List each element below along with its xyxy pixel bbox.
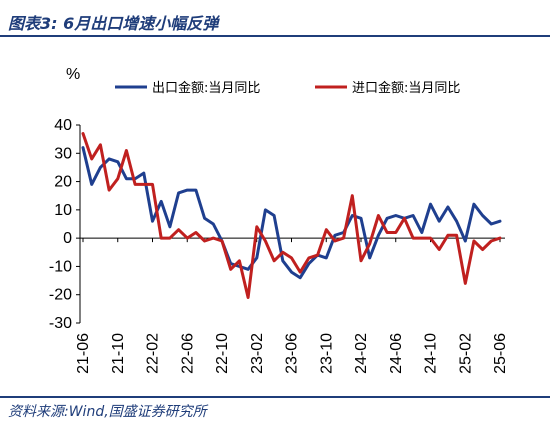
y-tick-label: -30 xyxy=(49,315,72,332)
x-tick-label: 24-06 xyxy=(388,333,405,374)
x-tick-label: 23-06 xyxy=(284,333,301,374)
x-tick-label: 24-10 xyxy=(423,333,440,374)
x-tick-label: 22-10 xyxy=(214,333,231,374)
x-tick-label: 25-02 xyxy=(457,333,474,374)
x-tick-label: 24-02 xyxy=(353,333,370,374)
y-tick-label: 10 xyxy=(54,202,72,219)
series-line-import xyxy=(81,132,502,299)
legend-label: 进口金额:当月同比 xyxy=(352,80,460,96)
y-tick-label: 30 xyxy=(54,145,72,162)
y-axis-unit: % xyxy=(66,66,80,83)
y-tick-label: 20 xyxy=(54,174,72,191)
chart-series xyxy=(81,132,502,299)
x-tick-label: 22-02 xyxy=(145,333,162,374)
x-tick-label: 23-02 xyxy=(249,333,266,374)
y-tick-label: 40 xyxy=(54,117,72,134)
x-tick-label: 25-06 xyxy=(492,333,509,374)
footer-divider xyxy=(0,396,550,398)
chart-legend: 出口金额:当月同比 进口金额:当月同比 xyxy=(115,80,460,96)
x-tick-label: 23-10 xyxy=(318,333,335,374)
y-tick-label: -20 xyxy=(49,287,72,304)
x-tick-label: 21-06 xyxy=(75,333,92,374)
chart-axes: 40 30 20 10 0 -10 -20 -30% 21-06 21-10 22-02 22-06 2… xyxy=(49,66,509,374)
y-tick-label: 0 xyxy=(63,230,72,247)
figure-header: 图表3: 6月出口增速小幅反弹 xyxy=(0,0,550,38)
series-line-export xyxy=(81,146,502,280)
figure-title: 图表3: 6月出口增速小幅反弹 xyxy=(8,14,219,33)
header-divider xyxy=(0,35,550,37)
x-tick-label: 22-06 xyxy=(179,333,196,374)
x-tick-label: 21-10 xyxy=(110,333,127,374)
y-tick-label: -10 xyxy=(49,258,72,275)
source-note: 资料来源:Wind,国盛证券研究所 xyxy=(8,404,207,420)
legend-label: 出口金额:当月同比 xyxy=(152,80,260,96)
